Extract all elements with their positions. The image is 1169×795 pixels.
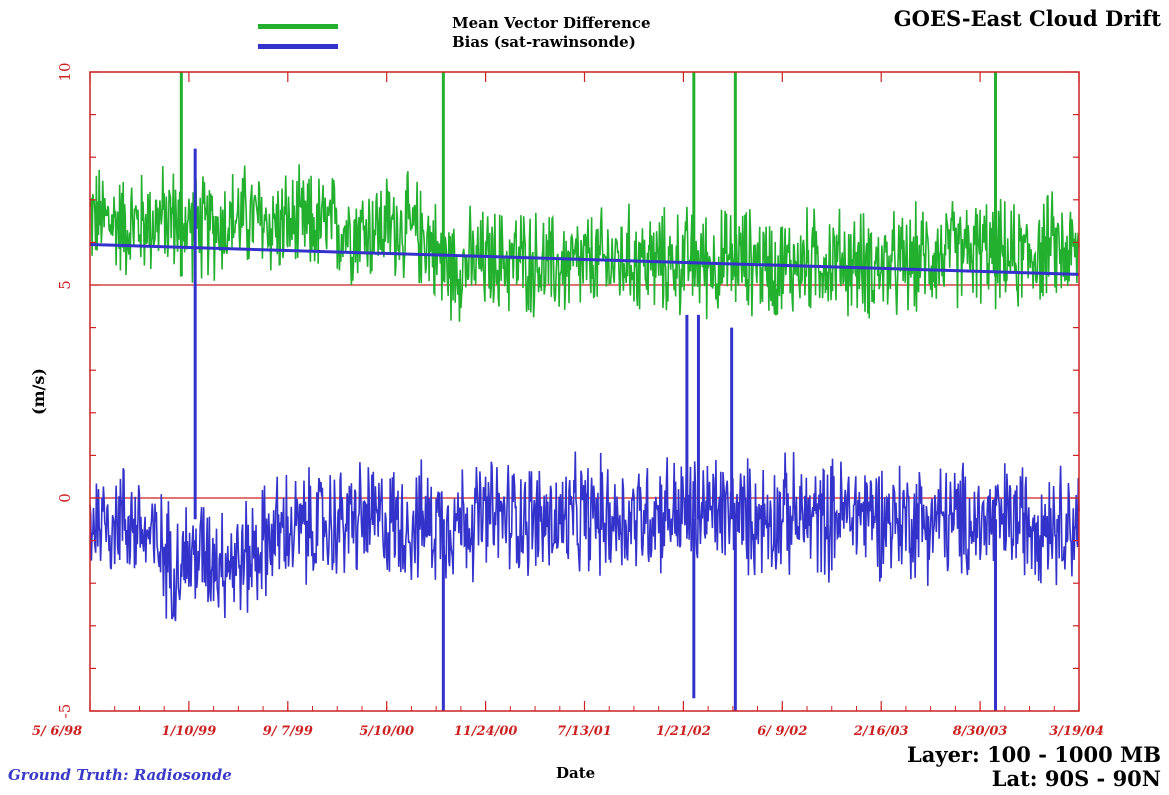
lat-label: Lat: 90S - 90N <box>991 766 1161 791</box>
trend-line <box>89 243 1080 276</box>
legend-swatch-bias <box>258 44 338 49</box>
plot-frame <box>89 71 1080 712</box>
x-tick-label: 2/16/03 <box>853 724 909 739</box>
plot-area <box>90 284 1079 499</box>
series-line-1 <box>89 451 1080 622</box>
y-axis-label: (m/s) <box>29 368 48 415</box>
x-tick-label: 9/ 7/99 <box>263 724 313 739</box>
y-tick-label: 10 <box>56 62 74 81</box>
y-tick-label: -5 <box>56 704 74 719</box>
chart-title: GOES-East Cloud Drift <box>893 6 1161 31</box>
legend-label-mvd: Mean Vector Difference <box>452 14 651 32</box>
x-tick-label: 1/10/99 <box>162 724 217 739</box>
y-tick-label: 5 <box>56 280 74 290</box>
x-tick-label: 3/19/04 <box>1049 724 1104 739</box>
layer-label: Layer: 100 - 1000 MB <box>907 742 1161 767</box>
legend-label-bias: Bias (sat-rawinsonde) <box>452 33 636 51</box>
series-line-0 <box>89 164 1080 322</box>
axis-layer: -5 0 5 10 (m/s) 5/ 6/98 1/10/99 9/ 7/99 5/10/00 1… <box>29 62 1104 739</box>
legend-swatch-mvd <box>258 24 338 29</box>
y-tick-label: 0 <box>56 493 74 503</box>
x-tick-label: 11/24/00 <box>454 724 518 739</box>
x-tick-label: 5/10/00 <box>359 724 414 739</box>
x-tick-label: 8/30/03 <box>953 724 1008 739</box>
x-tick-label: 1/21/02 <box>656 724 711 739</box>
ground-truth-note: Ground Truth: Radiosonde <box>8 766 232 784</box>
x-tick-label: 7/13/01 <box>557 724 612 739</box>
x-tick-label: 5/ 6/98 <box>32 724 82 739</box>
series-layer <box>89 72 1080 711</box>
x-tick-label: 6/ 9/02 <box>757 724 807 739</box>
x-axis-label: Date <box>556 764 596 782</box>
